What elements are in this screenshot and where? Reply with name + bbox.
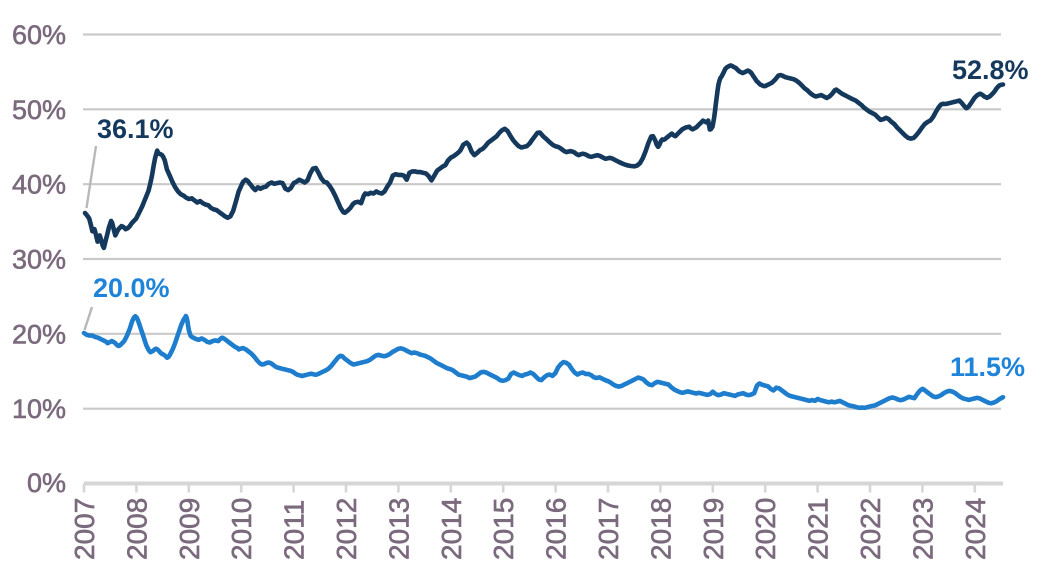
svg-text:2009: 2009 — [174, 498, 205, 560]
svg-text:36.1%: 36.1% — [97, 114, 174, 144]
svg-text:2010: 2010 — [226, 498, 257, 560]
svg-text:2016: 2016 — [541, 498, 572, 560]
svg-text:2017: 2017 — [593, 498, 624, 560]
svg-text:2024: 2024 — [960, 498, 991, 560]
svg-text:2018: 2018 — [645, 498, 676, 560]
svg-text:40%: 40% — [12, 170, 66, 200]
svg-text:52.8%: 52.8% — [952, 55, 1029, 85]
svg-text:2007: 2007 — [69, 498, 100, 560]
svg-text:2012: 2012 — [331, 498, 362, 560]
svg-text:2008: 2008 — [121, 498, 152, 560]
svg-text:2015: 2015 — [488, 498, 519, 560]
svg-text:2022: 2022 — [855, 498, 886, 560]
svg-text:2011: 2011 — [279, 500, 310, 560]
svg-text:20.0%: 20.0% — [93, 273, 170, 303]
svg-text:2023: 2023 — [907, 498, 938, 560]
svg-text:2013: 2013 — [383, 498, 414, 560]
svg-text:10%: 10% — [12, 394, 66, 424]
svg-text:60%: 60% — [12, 20, 66, 50]
svg-text:11.5%: 11.5% — [950, 352, 1025, 382]
svg-text:2021: 2021 — [803, 498, 834, 560]
svg-text:2014: 2014 — [436, 498, 467, 560]
svg-text:50%: 50% — [12, 95, 66, 125]
svg-text:0%: 0% — [27, 468, 66, 498]
svg-text:30%: 30% — [12, 245, 66, 275]
svg-text:20%: 20% — [12, 319, 66, 349]
svg-text:2020: 2020 — [750, 498, 781, 560]
svg-text:2019: 2019 — [698, 498, 729, 560]
